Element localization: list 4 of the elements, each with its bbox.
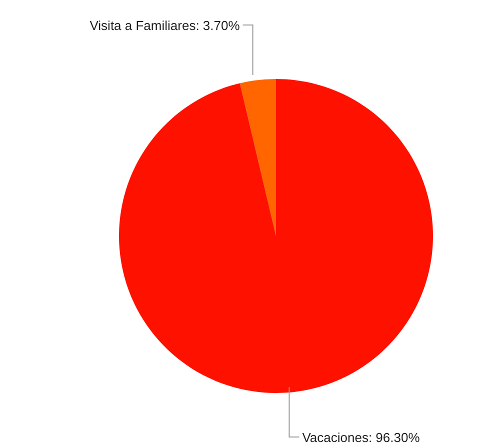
pie-slice [119,79,433,393]
slice-label: Visita a Familiares: 3.70% [90,18,240,33]
pie-slice [240,79,276,236]
slice-label: Vacaciones: 96.30% [302,430,420,445]
